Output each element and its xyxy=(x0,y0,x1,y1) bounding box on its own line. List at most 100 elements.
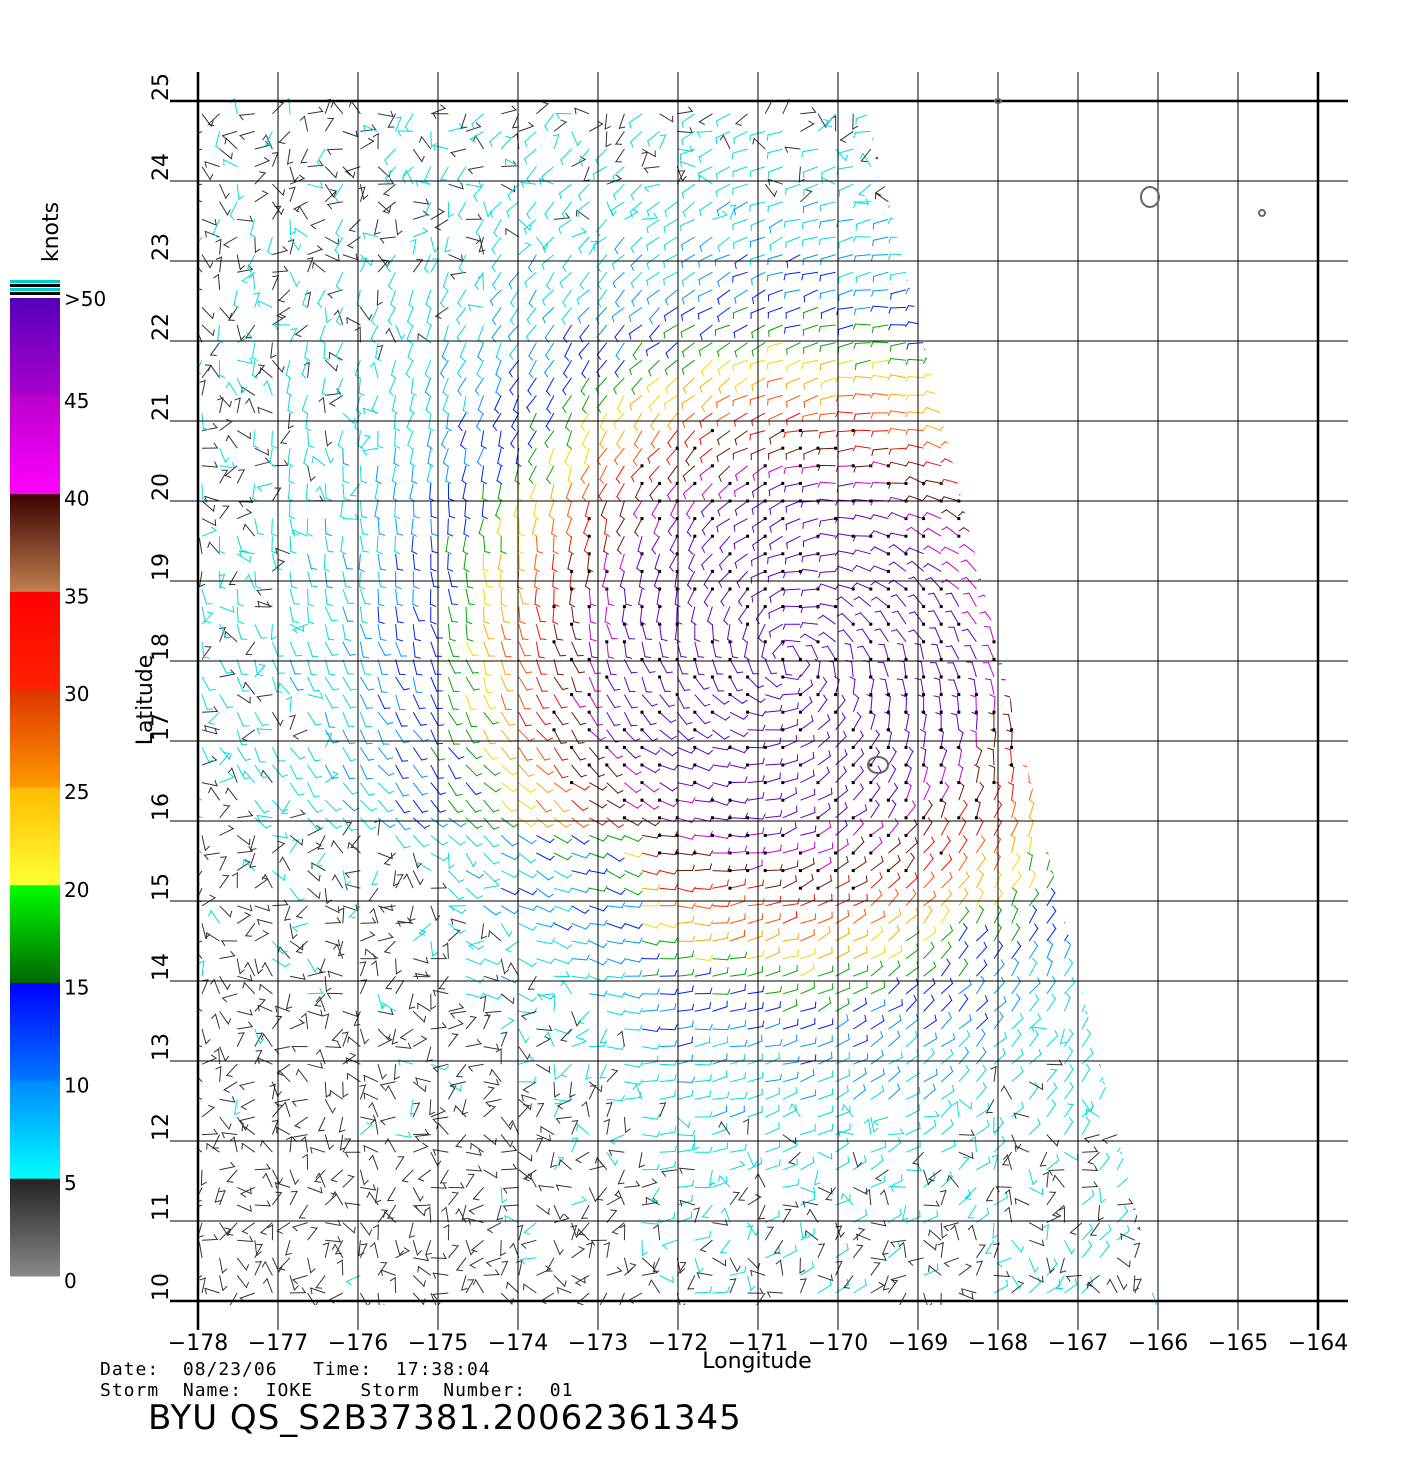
rain-flag xyxy=(746,745,750,749)
rain-flag xyxy=(816,869,820,873)
wind-barb xyxy=(302,973,306,980)
wind-barb xyxy=(477,895,483,899)
wind-barb xyxy=(249,1205,252,1212)
wind-vector xyxy=(1102,1022,1118,1030)
wind-barb xyxy=(1144,677,1152,680)
wind-vector xyxy=(624,852,640,858)
wind-barb xyxy=(449,638,456,642)
wind-barb xyxy=(962,1156,969,1159)
wind-barb xyxy=(360,1243,367,1246)
wind-vector xyxy=(483,588,486,605)
wind-vector xyxy=(226,1169,238,1183)
wind-vector xyxy=(641,1046,658,1050)
wind-vector xyxy=(747,729,764,731)
wind-barb xyxy=(1111,817,1118,821)
wind-vector xyxy=(1162,1240,1170,1254)
wind-vector xyxy=(659,676,666,693)
wind-barb xyxy=(1027,852,1033,857)
wind-barb xyxy=(1014,1198,1017,1205)
wind-barb xyxy=(945,610,952,613)
wind-barb xyxy=(559,1213,564,1220)
wind-barb xyxy=(480,992,485,998)
wind-barb xyxy=(222,1285,228,1291)
wind-barb xyxy=(476,772,483,777)
wind-vector xyxy=(1081,1032,1092,1047)
wind-vector xyxy=(1046,1134,1058,1147)
wind-vector xyxy=(800,918,816,924)
wind-vector xyxy=(720,588,731,603)
wind-vector xyxy=(1134,1278,1142,1294)
wind-barb xyxy=(522,638,529,641)
wind-barb xyxy=(531,839,537,845)
wind-vector xyxy=(588,659,596,675)
wind-barb xyxy=(424,1128,429,1135)
wind-vector xyxy=(1063,1068,1074,1083)
wind-vector xyxy=(782,1024,799,1030)
wind-barb xyxy=(279,857,284,863)
wind-vector xyxy=(569,1081,573,1098)
wind-vector xyxy=(901,1204,907,1221)
wind-barb xyxy=(652,1267,658,1274)
wind-barb xyxy=(549,855,555,861)
wind-barb xyxy=(583,840,590,845)
wind-barb xyxy=(570,1225,577,1228)
wind-vector xyxy=(837,584,854,590)
wind-barb xyxy=(1188,870,1192,874)
wind-barb xyxy=(1066,940,1071,946)
wind-vector xyxy=(765,1092,781,1100)
wind-barb xyxy=(948,1100,952,1106)
wind-barb xyxy=(700,1249,707,1253)
wind-barb xyxy=(674,937,678,943)
wind-vector xyxy=(201,759,218,766)
wind-vector xyxy=(677,1025,694,1030)
wind-vector xyxy=(518,1259,523,1276)
wind-barb xyxy=(362,656,370,659)
wind-barb xyxy=(779,1039,783,1046)
wind-barb xyxy=(1049,576,1056,580)
wind-vector xyxy=(1046,961,1053,977)
wind-barb xyxy=(937,1242,944,1246)
wind-vector xyxy=(659,993,676,996)
wind-barb xyxy=(266,601,271,608)
wind-barb xyxy=(510,1140,514,1147)
wind-vector xyxy=(439,1169,449,1184)
wind-barb xyxy=(285,1136,292,1141)
wind-vector xyxy=(1134,1031,1142,1047)
wind-vector xyxy=(483,993,499,1000)
wind-barb xyxy=(399,1250,405,1256)
wind-vector xyxy=(1116,1155,1125,1171)
wind-barb xyxy=(1181,801,1187,803)
wind-vector xyxy=(274,1182,291,1188)
wind-barb xyxy=(439,758,446,761)
wind-vector xyxy=(325,1239,342,1243)
wind-barb xyxy=(1006,729,1013,733)
rain-flag xyxy=(922,710,926,714)
wind-vector xyxy=(677,974,694,977)
wind-barb xyxy=(256,1251,262,1256)
wind-vector xyxy=(641,922,658,929)
wind-barb xyxy=(421,758,428,761)
wind-vector xyxy=(641,624,647,640)
wind-vector xyxy=(377,1261,388,1276)
colorbar-band xyxy=(10,982,60,1081)
rain-flag xyxy=(746,622,750,626)
wind-barb xyxy=(961,628,968,632)
wind-barb xyxy=(674,1160,677,1167)
wind-barb xyxy=(382,1074,387,1080)
wind-vector xyxy=(624,1010,641,1015)
wind-barb xyxy=(878,889,883,896)
wind-vector xyxy=(679,1199,695,1206)
wind-barb xyxy=(998,575,1005,577)
wind-barb xyxy=(691,1020,694,1027)
wind-vector xyxy=(905,999,918,1012)
wind-barb xyxy=(880,855,884,862)
wind-vector xyxy=(923,841,935,854)
wind-barb xyxy=(451,1191,458,1194)
wind-barb xyxy=(629,1262,636,1266)
wind-barb xyxy=(378,603,385,607)
wind-barb xyxy=(1032,628,1039,632)
wind-barb xyxy=(652,738,659,742)
wind-barb xyxy=(412,603,419,607)
wind-vector xyxy=(975,979,986,995)
wind-vector xyxy=(1011,856,1021,871)
